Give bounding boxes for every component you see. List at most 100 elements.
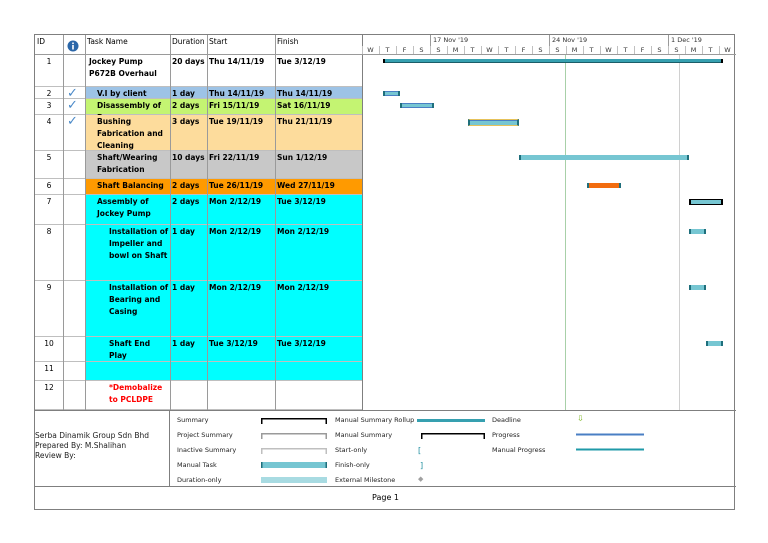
task-name[interactable]: Shaft/Wearing Fabrication <box>97 153 158 174</box>
task-start[interactable] <box>207 381 275 382</box>
column-header-finish[interactable]: Finish <box>275 35 362 55</box>
gantt-bar[interactable] <box>706 341 723 346</box>
task-row[interactable]: 12 *Demobalize to PCLDPE <box>35 381 362 410</box>
task-id[interactable]: 8 <box>46 227 52 236</box>
column-divider <box>63 35 64 410</box>
task-name[interactable]: Shaft Balancing <box>97 181 164 190</box>
column-header-indicators[interactable] <box>63 35 85 55</box>
task-name[interactable]: Jockey Pump P672B Overhaul <box>89 57 157 78</box>
task-id[interactable]: 5 <box>46 153 52 162</box>
task-finish[interactable]: Thu 21/11/19 <box>277 117 333 126</box>
gantt-bar[interactable] <box>383 59 723 63</box>
column-header-id[interactable]: ID <box>35 35 63 55</box>
column-header-duration[interactable]: Duration <box>170 35 207 55</box>
task-start[interactable]: Tue 19/11/19 <box>209 117 264 126</box>
task-duration[interactable]: 3 days <box>172 117 200 126</box>
duration-only-swatch <box>261 477 327 483</box>
task-finish[interactable]: Tue 3/12/19 <box>277 57 326 66</box>
task-start[interactable]: Tue 3/12/19 <box>209 339 258 348</box>
gantt-bar[interactable] <box>519 155 689 160</box>
task-row[interactable]: 7 Assembly of Jockey Pump 2 days Mon 2/12/1… <box>35 195 362 225</box>
task-start[interactable]: Mon 2/12/19 <box>209 227 262 236</box>
task-row[interactable]: 9 Installation of Bearing and Casing 1 day… <box>35 281 362 337</box>
day-label: F <box>402 46 407 54</box>
legend-label-inactive-summary: Inactive Summary <box>177 446 237 454</box>
gantt-bar[interactable] <box>689 199 723 205</box>
task-name[interactable]: Bushing Fabrication and Cleaning <box>97 117 163 150</box>
deadline-arrow-icon: ⇩ <box>577 414 584 423</box>
gantt-bar[interactable] <box>587 183 621 188</box>
task-duration[interactable]: 2 days <box>172 197 200 206</box>
task-id[interactable]: 2 <box>46 89 52 98</box>
task-duration[interactable]: 20 days <box>172 57 205 66</box>
task-row[interactable]: 5 Shaft/Wearing Fabrication 10 days Fri 22/… <box>35 151 362 179</box>
task-name[interactable]: Installation of Bearing and Casing <box>109 283 169 316</box>
task-id[interactable]: 7 <box>46 197 52 206</box>
task-finish[interactable]: Sat 16/11/19 <box>277 101 331 110</box>
task-id[interactable]: 12 <box>44 383 54 392</box>
gantt-bar[interactable] <box>383 91 400 96</box>
task-row[interactable]: 4 ✓ Bushing Fabrication and Cleaning 3 days… <box>35 115 362 151</box>
task-name[interactable] <box>85 362 170 363</box>
task-name[interactable]: Shaft End Play <box>109 339 151 360</box>
task-id[interactable]: 11 <box>44 364 54 373</box>
task-finish[interactable]: Wed 27/11/19 <box>277 181 335 190</box>
task-duration[interactable]: 1 day <box>172 339 195 348</box>
task-finish[interactable]: Tue 3/12/19 <box>277 197 326 206</box>
task-id[interactable]: 4 <box>46 117 52 126</box>
day-separator <box>362 46 363 55</box>
task-finish[interactable]: Mon 2/12/19 <box>277 283 330 292</box>
column-header-task-name[interactable]: Task Name <box>85 35 170 55</box>
task-start[interactable] <box>207 362 275 363</box>
gantt-bar[interactable] <box>468 119 519 126</box>
task-duration[interactable]: 1 day <box>172 227 195 236</box>
task-duration[interactable]: 2 days <box>172 181 200 190</box>
task-name[interactable]: Assembly of Jockey Pump <box>97 197 151 218</box>
task-start[interactable]: Thu 14/11/19 <box>209 57 265 66</box>
task-finish[interactable]: Sun 1/12/19 <box>277 153 328 162</box>
task-row[interactable]: 11 <box>35 362 362 381</box>
task-finish[interactable] <box>275 381 362 382</box>
task-row[interactable]: 8 Installation of Impeller and bowl on Sh… <box>35 225 362 281</box>
task-start[interactable]: Fri 15/11/19 <box>209 101 260 110</box>
task-start[interactable]: Mon 2/12/19 <box>209 283 262 292</box>
task-name[interactable]: V.I by client <box>97 89 147 98</box>
task-id[interactable]: 3 <box>46 101 52 110</box>
column-header-start[interactable]: Start <box>207 35 275 55</box>
gantt-bar[interactable] <box>689 229 706 234</box>
task-id[interactable]: 1 <box>46 57 52 66</box>
day-separator <box>447 46 448 55</box>
task-duration[interactable]: 2 days <box>172 101 200 110</box>
task-row[interactable]: 10 Shaft End Play 1 day Tue 3/12/19 Tue 3/12… <box>35 337 362 362</box>
task-duration[interactable] <box>170 381 207 382</box>
task-name[interactable]: Installation of Impeller and bowl on Sha… <box>109 227 169 260</box>
gantt-bar[interactable] <box>689 285 706 290</box>
task-finish[interactable]: Thu 14/11/19 <box>277 89 333 98</box>
complete-check-icon: ✓ <box>67 114 78 129</box>
task-finish[interactable]: Tue 3/12/19 <box>277 339 326 348</box>
task-duration[interactable]: 1 day <box>172 283 195 292</box>
complete-check-icon: ✓ <box>67 86 78 101</box>
task-start[interactable]: Mon 2/12/19 <box>209 197 262 206</box>
task-row[interactable]: 6 Shaft Balancing 2 days Tue 26/11/19 Wed 27… <box>35 179 362 195</box>
task-name[interactable]: *Demobalize to PCLDPE <box>109 383 163 404</box>
day-separator <box>600 46 601 55</box>
task-start[interactable]: Tue 26/11/19 <box>209 181 264 190</box>
legend-label-project-summary: Project Summary <box>177 431 233 439</box>
task-start[interactable]: Thu 14/11/19 <box>209 89 265 98</box>
task-duration[interactable]: 10 days <box>172 153 205 162</box>
task-table: ID Task Name Duration Start Finish 1 Jock… <box>35 35 362 410</box>
task-row[interactable]: 2 ✓ V.I by client 1 day Thu 14/11/19 Thu 14/1… <box>35 86 362 101</box>
task-start[interactable]: Fri 22/11/19 <box>209 153 260 162</box>
task-id[interactable]: 6 <box>46 181 52 190</box>
task-finish[interactable] <box>275 362 362 363</box>
task-finish[interactable]: Mon 2/12/19 <box>277 227 330 236</box>
task-id[interactable]: 9 <box>46 283 52 292</box>
day-separator <box>685 46 686 55</box>
indicator-cell <box>63 281 85 282</box>
task-duration[interactable] <box>170 362 207 363</box>
task-duration[interactable]: 1 day <box>172 89 195 98</box>
gantt-bar[interactable] <box>400 103 434 108</box>
task-id[interactable]: 10 <box>44 339 54 348</box>
task-row[interactable]: 1 Jockey Pump P672B Overhaul 20 days Thu 14… <box>35 55 362 87</box>
